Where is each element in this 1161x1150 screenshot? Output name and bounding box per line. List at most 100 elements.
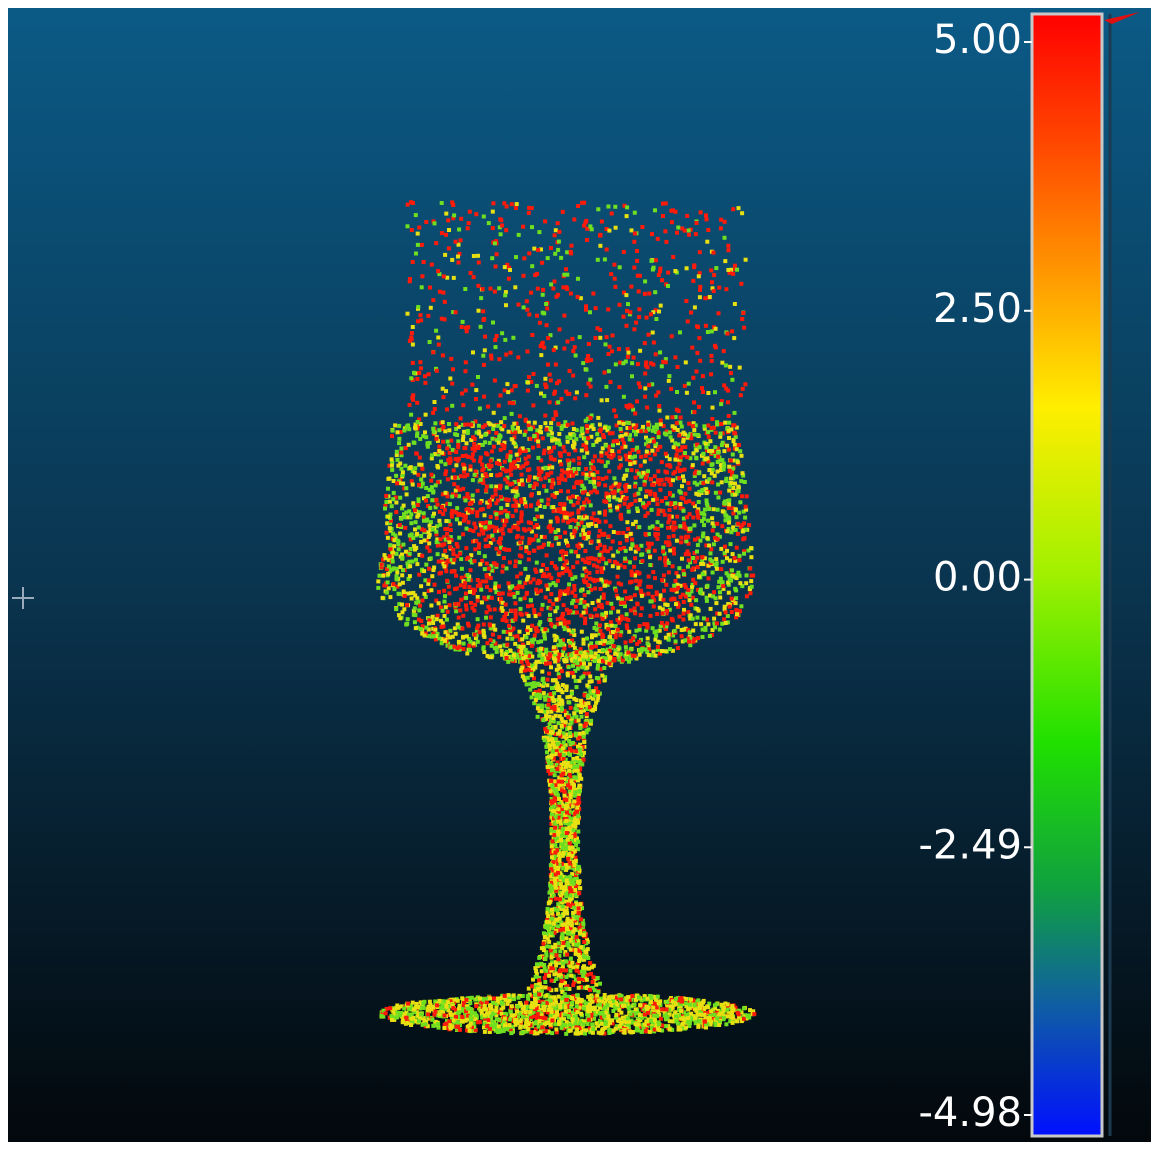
point <box>677 433 682 438</box>
point <box>526 641 531 645</box>
point <box>632 593 637 598</box>
point <box>497 436 502 441</box>
point <box>697 404 701 409</box>
point <box>527 478 531 482</box>
point <box>696 636 701 641</box>
point <box>554 763 559 767</box>
point <box>558 621 563 626</box>
point <box>732 263 737 268</box>
point <box>602 435 606 440</box>
point <box>590 556 595 561</box>
point <box>657 482 662 487</box>
point <box>605 647 610 652</box>
point <box>746 548 751 553</box>
point <box>562 272 567 277</box>
point <box>470 587 475 592</box>
point <box>462 474 467 479</box>
point <box>742 536 747 541</box>
point <box>565 671 570 676</box>
point <box>381 557 386 562</box>
point <box>627 484 632 489</box>
point <box>582 500 587 505</box>
point <box>555 221 560 226</box>
point <box>637 307 642 312</box>
point <box>398 495 403 500</box>
point <box>597 623 602 628</box>
point <box>600 617 605 621</box>
point <box>685 549 690 554</box>
point <box>744 573 749 578</box>
point <box>726 428 731 433</box>
point <box>475 617 480 622</box>
point <box>667 430 672 435</box>
point <box>584 654 588 659</box>
point <box>497 225 502 230</box>
point <box>669 514 674 519</box>
point <box>604 475 609 480</box>
point <box>408 515 413 520</box>
point <box>710 628 715 632</box>
point <box>546 542 551 547</box>
point <box>601 634 606 639</box>
point <box>504 619 509 624</box>
point <box>532 246 537 251</box>
point <box>440 621 445 626</box>
point <box>600 570 604 574</box>
point <box>751 573 756 578</box>
point <box>666 540 671 545</box>
point <box>556 656 561 661</box>
point <box>623 589 628 594</box>
point <box>658 444 663 449</box>
point <box>725 556 729 561</box>
point <box>561 941 566 945</box>
point <box>624 623 629 628</box>
point <box>645 438 650 443</box>
point <box>596 539 601 544</box>
point <box>736 521 741 526</box>
point <box>437 518 442 523</box>
point <box>566 620 571 625</box>
point <box>705 536 710 541</box>
point <box>627 560 632 565</box>
point <box>448 635 452 640</box>
point <box>503 477 508 482</box>
point <box>623 484 628 489</box>
point <box>500 223 504 228</box>
point <box>470 605 475 610</box>
point <box>605 549 610 554</box>
point <box>549 592 554 597</box>
point <box>610 630 615 634</box>
point <box>553 732 558 737</box>
point <box>703 625 708 630</box>
point <box>623 640 628 645</box>
point <box>659 523 664 528</box>
point <box>570 884 574 889</box>
point <box>552 494 557 499</box>
point <box>569 243 574 248</box>
point <box>549 246 553 250</box>
point <box>662 588 666 593</box>
point <box>571 427 576 431</box>
point <box>450 381 455 386</box>
point <box>645 405 650 410</box>
point <box>566 813 571 818</box>
point <box>718 595 723 600</box>
point <box>560 935 565 940</box>
point <box>468 639 473 644</box>
point <box>549 426 553 431</box>
point <box>703 323 708 328</box>
point <box>482 650 487 654</box>
point <box>692 432 697 437</box>
point <box>519 659 524 664</box>
point <box>458 487 462 492</box>
point <box>545 587 550 592</box>
point <box>656 273 661 277</box>
point <box>505 649 509 654</box>
point <box>494 239 499 244</box>
point <box>651 497 656 502</box>
point <box>655 502 660 507</box>
point <box>396 539 401 544</box>
point <box>719 443 724 448</box>
point <box>577 925 582 930</box>
point <box>660 607 665 612</box>
